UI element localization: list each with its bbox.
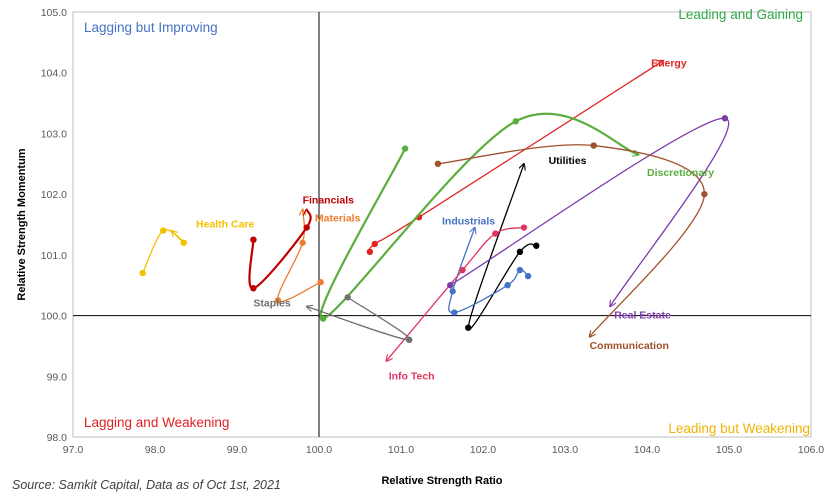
- y-tick-label: 100.0: [41, 311, 67, 323]
- data-point-discretionary: [319, 315, 327, 322]
- y-tick-label: 99.0: [47, 371, 68, 383]
- series-line-communication: [437, 144, 706, 337]
- series-label-utilities: Utilities: [549, 155, 587, 167]
- series-communication: [434, 142, 708, 337]
- x-tick-label: 102.0: [470, 444, 496, 456]
- series-health-care: [139, 227, 187, 277]
- y-tick-label: 98.0: [47, 432, 68, 444]
- series-energy: [366, 61, 664, 256]
- data-point-communication: [590, 142, 597, 149]
- data-point-utilities: [465, 324, 472, 331]
- y-tick-label: 103.0: [41, 128, 67, 140]
- series-label-industrials: Industrials: [442, 216, 495, 228]
- series-label-info-tech: Info Tech: [389, 370, 435, 382]
- data-point-materials: [317, 278, 324, 286]
- series-utilities: [465, 164, 540, 331]
- data-point-communication: [434, 160, 442, 167]
- source-note: Source: Samkit Capital, Data as of Oct 1…: [12, 478, 281, 492]
- data-point-energy: [366, 248, 374, 256]
- x-tick-label: 97.0: [63, 444, 84, 456]
- data-point-materials: [299, 239, 306, 246]
- series-label-real-estate: Real Estate: [614, 310, 671, 322]
- quadrant-label-lagging-improving: Lagging but Improving: [84, 20, 218, 35]
- series-label-financials: Financials: [303, 194, 355, 206]
- x-axis-title: Relative Strength Ratio: [381, 475, 502, 487]
- series-label-discretionary: Discretionary: [647, 167, 714, 179]
- y-tick-label: 105.0: [41, 7, 67, 19]
- quadrant-label-lagging-weakening: Lagging and Weakening: [84, 415, 229, 430]
- y-tick-label: 101.0: [41, 250, 67, 262]
- data-point-discretionary: [401, 145, 409, 152]
- data-point-info-tech: [492, 230, 499, 237]
- x-tick-label: 106.0: [798, 444, 824, 456]
- data-point-industrials: [449, 288, 456, 295]
- series-financials: [248, 209, 312, 292]
- data-point-staples: [344, 294, 351, 301]
- series-label-health-care: Health Care: [196, 219, 255, 231]
- data-point-utilities: [533, 242, 540, 249]
- y-tick-label: 102.0: [41, 189, 67, 201]
- data-point-industrials: [524, 272, 532, 280]
- series-info-tech: [386, 224, 528, 362]
- series-line-real-estate: [449, 117, 730, 306]
- series-line-discretionary: [319, 112, 639, 320]
- quadrant-label-leading-weakening: Leading but Weakening: [668, 421, 810, 436]
- series-materials: [274, 209, 324, 304]
- data-point-staples: [406, 336, 413, 344]
- x-tick-label: 100.0: [306, 444, 332, 456]
- series-line-financials: [248, 209, 312, 290]
- series-label-materials: Materials: [315, 212, 361, 224]
- series-line-materials: [277, 209, 321, 303]
- data-point-energy: [371, 240, 378, 248]
- data-point-discretionary: [512, 118, 519, 125]
- series-label-communication: Communication: [590, 340, 669, 352]
- data-point-health-care: [160, 227, 167, 234]
- data-point-industrials: [516, 266, 524, 274]
- x-tick-label: 101.0: [388, 444, 414, 456]
- quadrant-label-leading-gaining: Leading and Gaining: [678, 7, 803, 22]
- data-point-info-tech: [459, 266, 466, 274]
- plot-border: [72, 11, 812, 438]
- data-point-materials: [274, 297, 282, 304]
- series-line-energy: [368, 61, 664, 253]
- data-point-utilities: [516, 248, 524, 256]
- series-staples: [307, 294, 413, 344]
- data-point-info-tech: [520, 224, 528, 231]
- data-point-communication: [701, 190, 708, 198]
- x-tick-label: 104.0: [634, 444, 660, 456]
- series-line-info-tech: [386, 226, 525, 362]
- x-tick-label: 105.0: [716, 444, 742, 456]
- series-discretionary: [319, 112, 639, 322]
- series-label-energy: Energy: [651, 58, 687, 70]
- series-label-staples: Staples: [253, 297, 291, 309]
- data-point-real-estate: [721, 115, 729, 122]
- series-line-health-care: [142, 229, 185, 274]
- y-tick-label: 104.0: [41, 68, 67, 80]
- data-point-industrials: [451, 309, 458, 316]
- data-point-financials: [250, 285, 257, 292]
- x-tick-label: 98.0: [145, 444, 166, 456]
- data-point-financials: [303, 224, 310, 231]
- data-point-industrials: [504, 282, 511, 289]
- x-tick-label: 103.0: [552, 444, 578, 456]
- data-point-financials: [250, 236, 257, 243]
- series-line-utilities: [467, 164, 537, 331]
- data-point-health-care: [180, 239, 187, 246]
- data-point-real-estate: [447, 282, 454, 289]
- data-point-health-care: [139, 269, 146, 277]
- x-tick-label: 99.0: [227, 444, 248, 456]
- y-axis-title: Relative Strength Momentum: [16, 148, 28, 300]
- series-real-estate: [447, 115, 730, 306]
